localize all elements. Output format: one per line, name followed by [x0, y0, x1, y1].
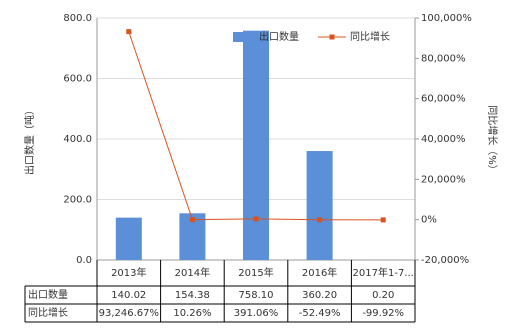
y2-tick-label: 40,000%: [421, 134, 466, 145]
table-cell: -99.92%: [362, 308, 404, 319]
y-tick-label: 600.0: [63, 74, 92, 85]
table-cell: 93,246.67%: [99, 308, 159, 319]
line-marker: [253, 216, 259, 222]
bar: [243, 30, 269, 261]
table-cell: 154.38: [175, 290, 210, 301]
line-marker: [189, 217, 195, 223]
table-cell: 758.10: [239, 290, 274, 301]
x-tick-label: 2014年: [175, 266, 210, 279]
table-row-header: 出口数量: [28, 288, 68, 301]
y-tick-label: 400.0: [63, 134, 92, 145]
y2-tick-label: -20,000%: [421, 255, 469, 266]
x-tick-label: 2015年: [238, 266, 273, 279]
table-row-header: 同比增长: [28, 306, 68, 319]
table-cell: 0.20: [372, 290, 394, 301]
line-marker: [126, 29, 132, 35]
y-tick-label: 0.0: [76, 255, 92, 266]
line-marker: [380, 217, 386, 223]
bar: [306, 151, 333, 260]
y2-tick-label: 100,000%: [421, 13, 472, 24]
legend-label: 同比增长: [350, 30, 390, 43]
table-cell: 10.26%: [173, 308, 211, 319]
legend-swatch: [233, 32, 255, 42]
y2-tick-label: 60,000%: [421, 94, 466, 105]
x-tick-label: 2013年: [111, 266, 146, 279]
y-axis-label: 出口数量（吨）: [23, 105, 36, 175]
y-tick-label: 800.0: [63, 13, 92, 24]
y2-tick-label: 0%: [421, 215, 437, 226]
table-cell: 140.02: [111, 290, 146, 301]
table-cell: 360.20: [302, 290, 337, 301]
line-marker: [317, 217, 323, 223]
table-cell: 391.06%: [234, 308, 279, 319]
legend-swatch: [329, 34, 335, 40]
x-tick-label: 2017年1-7...: [353, 266, 414, 279]
y2-tick-label: 80,000%: [421, 53, 466, 64]
y2-axis-label: 同比增长（%）: [486, 105, 499, 175]
bar: [115, 217, 142, 260]
y2-tick-label: 20,000%: [421, 174, 466, 185]
y-tick-label: 200.0: [63, 195, 92, 206]
table-cell: -52.49%: [299, 308, 341, 319]
x-tick-label: 2016年: [302, 266, 337, 279]
legend-label: 出口数量: [259, 30, 299, 43]
